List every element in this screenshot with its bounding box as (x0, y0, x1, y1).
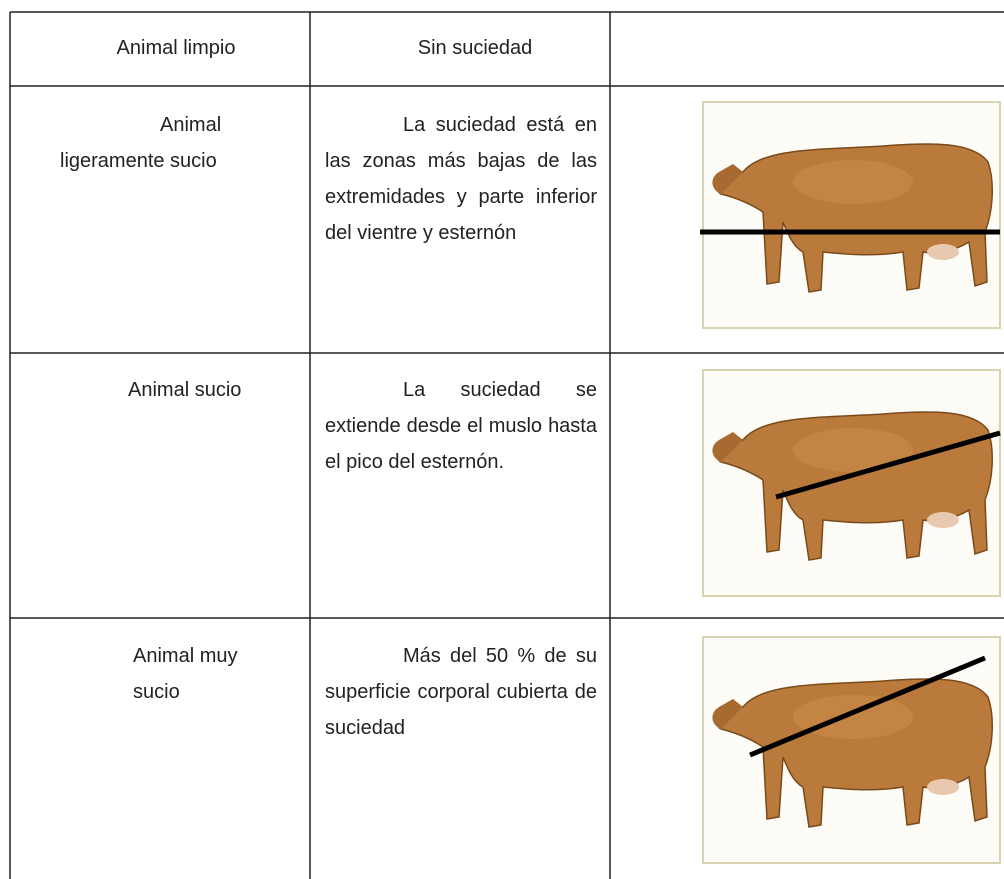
cell-text: La suciedad está en las zonas más bajas … (325, 114, 597, 244)
cell-text: Animal ligeramente sucio (60, 114, 222, 172)
cow-image (700, 101, 1001, 329)
cell-text: Animal limpio (116, 37, 236, 59)
cell-text: La suciedad se extiende desde el muslo h… (325, 379, 597, 473)
cow-image (702, 369, 1001, 597)
cell-text: Animal sucio (128, 379, 242, 401)
cell-text: Sin suciedad (417, 37, 533, 59)
table-borders (9, 11, 1004, 879)
cow-image (702, 636, 1001, 864)
cell-text: Más del 50 % de su superficie corporal c… (325, 645, 597, 739)
cell-text: Animal muy sucio (133, 645, 238, 703)
